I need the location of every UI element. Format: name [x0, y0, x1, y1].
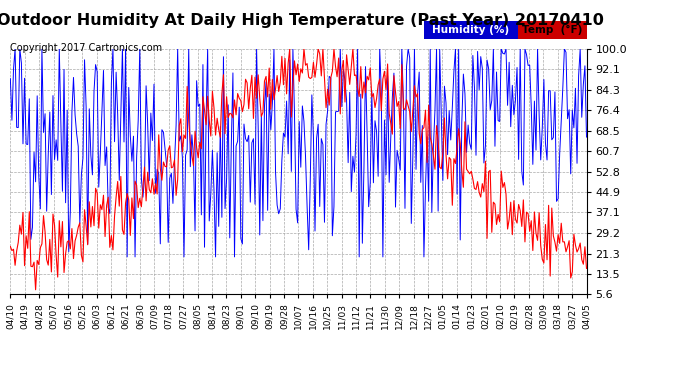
Text: Outdoor Humidity At Daily High Temperature (Past Year) 20170410: Outdoor Humidity At Daily High Temperatu… [0, 13, 604, 28]
Text: Temp  (°F): Temp (°F) [522, 26, 582, 35]
Text: Copyright 2017 Cartronics.com: Copyright 2017 Cartronics.com [10, 43, 162, 53]
Text: Humidity (%): Humidity (%) [433, 26, 509, 35]
